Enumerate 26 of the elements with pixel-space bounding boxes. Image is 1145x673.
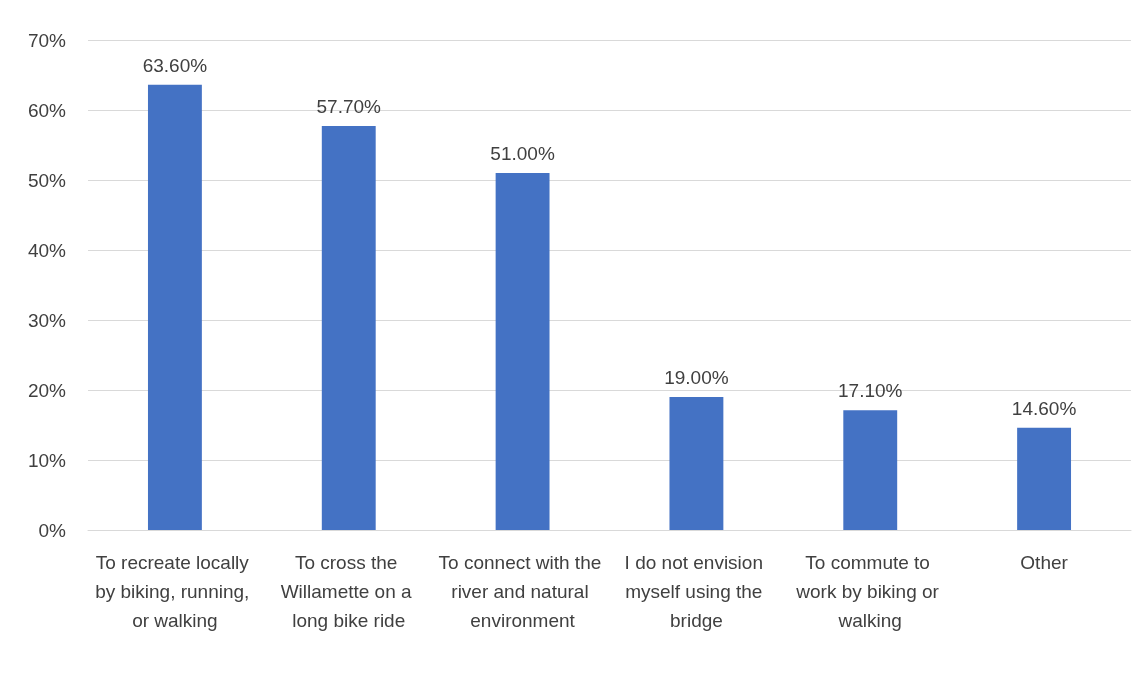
bar [495,173,550,530]
x-tick-label: To connect with the river and natural environment [438,552,607,631]
x-tick-label: To commute to work by biking or walking [795,552,945,631]
bar [669,397,724,530]
data-label: 17.10% [838,380,903,402]
bar [1017,427,1072,530]
data-label: 57.70% [316,96,382,118]
x-tick-label: To recreate locally by biking, running, or walking [95,552,255,631]
bar [147,84,202,530]
data-label: 19.00% [664,367,729,388]
y-tick-label: 40% [27,239,67,261]
x-tick-label: To cross the Willamette on a long bike ride [280,552,417,631]
y-tick-label: 20% [27,379,67,401]
y-tick-label: 10% [27,449,67,471]
bar [843,410,898,530]
bar [321,126,376,530]
x-tick-label: Other [1020,552,1069,573]
data-label: 14.60% [1011,397,1077,419]
y-tick-label: 0% [38,519,67,541]
data-label: 63.60% [142,54,208,76]
y-tick-label: 50% [27,169,67,191]
x-tick-label: I do not envision myself using the bridge [624,552,769,631]
y-tick-label: 30% [27,309,67,331]
data-label: 51.00% [490,143,555,164]
y-tick-label: 60% [27,99,67,121]
y-tick-label: 70% [27,29,67,51]
